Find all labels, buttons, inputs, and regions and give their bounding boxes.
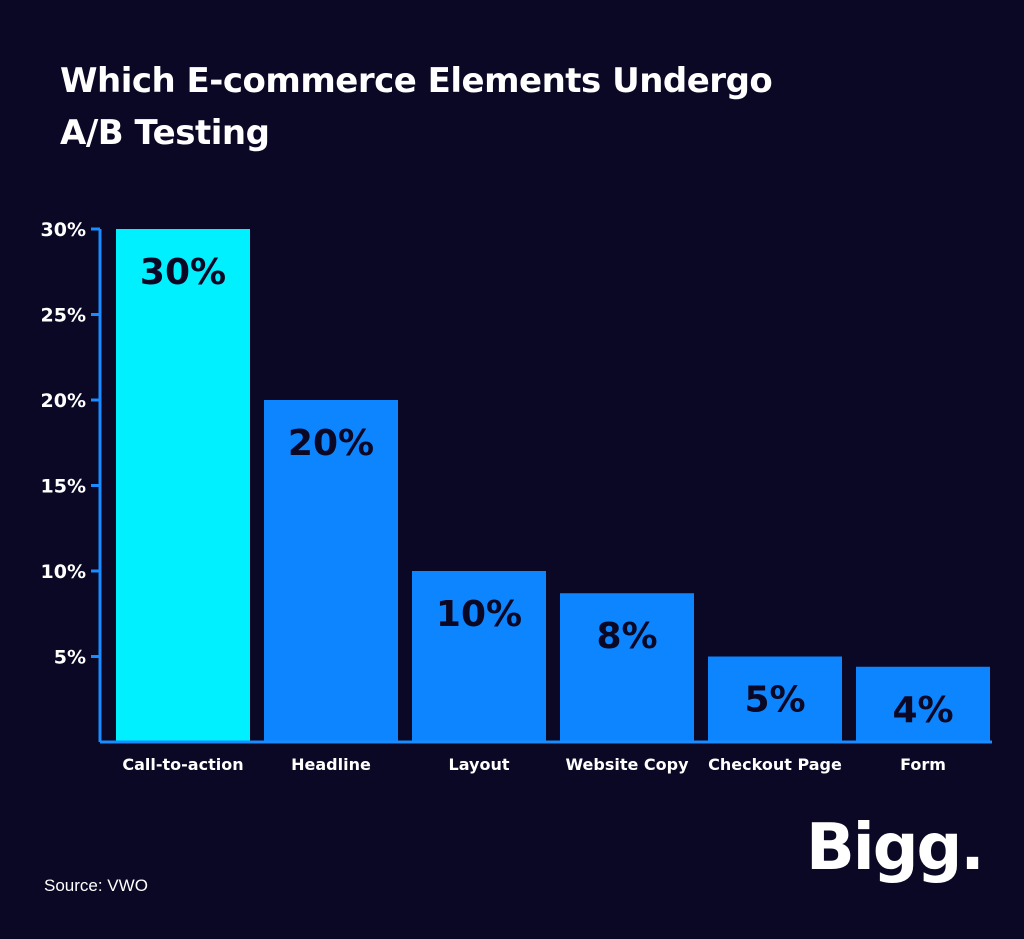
- data-label-call-to-action: 30%: [140, 252, 226, 293]
- chart-title: Which E-commerce Elements Undergo A/B Te…: [60, 61, 773, 153]
- category-label: Form: [900, 755, 946, 774]
- category-labels-group: Call-to-action Headline Layout Website Copy…: [122, 755, 946, 774]
- bar-checkout-page: [708, 656, 842, 742]
- bar-website-copy: [560, 593, 694, 742]
- category-label: Headline: [291, 755, 371, 774]
- y-tick-label: 15%: [41, 476, 86, 498]
- category-label: Checkout Page: [708, 755, 842, 774]
- bar-layout: [412, 571, 546, 742]
- bar-form: [856, 666, 990, 742]
- y-ticks-group: 5% 10% 15% 20% 25% 30%: [41, 219, 100, 669]
- y-tick-label: 5%: [54, 647, 86, 669]
- category-label: Layout: [449, 755, 510, 774]
- data-label-checkout-page: 5%: [744, 680, 805, 721]
- data-label-form: 4%: [892, 690, 953, 731]
- bar-call-to-action: [116, 229, 250, 742]
- y-tick-label: 10%: [41, 561, 86, 583]
- source-note: Source: VWO: [44, 876, 148, 895]
- y-tick-label: 30%: [41, 219, 86, 241]
- bar-headline: [264, 400, 398, 742]
- data-labels-group: 30% 20% 10% 8% 5% 4%: [140, 252, 954, 731]
- data-label-headline: 20%: [288, 423, 374, 464]
- y-tick-label: 20%: [41, 390, 86, 412]
- bars-group: [116, 229, 990, 742]
- y-tick-label: 25%: [41, 305, 86, 327]
- category-label: Call-to-action: [122, 755, 243, 774]
- bigg-logo: Bigg.: [806, 811, 985, 885]
- data-label-website-copy: 8%: [596, 616, 657, 657]
- data-label-layout: 10%: [436, 594, 522, 635]
- category-label: Website Copy: [565, 755, 689, 774]
